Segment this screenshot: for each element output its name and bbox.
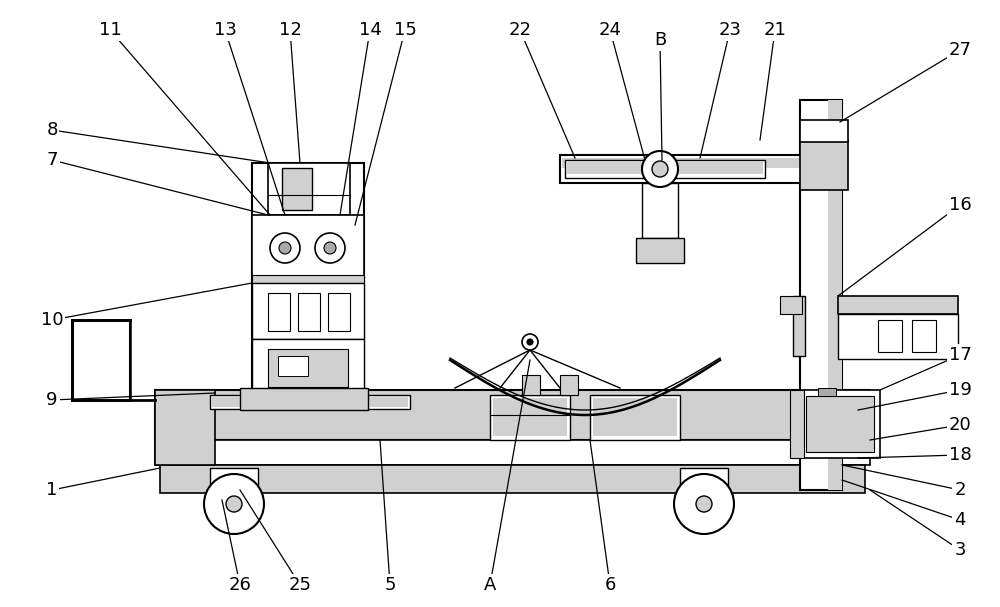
Bar (560, 375, 578, 395)
Bar (282, 168, 312, 210)
Text: A: A (484, 576, 496, 594)
Text: 8: 8 (46, 121, 58, 139)
Circle shape (226, 496, 242, 512)
Bar (252, 339, 364, 395)
Bar (155, 390, 870, 440)
Text: 21: 21 (764, 21, 786, 39)
Bar (642, 183, 678, 238)
Text: 23: 23 (718, 21, 742, 39)
Bar (780, 296, 802, 314)
Text: 24: 24 (598, 21, 622, 39)
Text: 3: 3 (954, 541, 966, 559)
Bar (160, 465, 865, 493)
Bar (298, 293, 320, 331)
Bar (268, 293, 290, 331)
Text: B: B (654, 31, 666, 49)
Bar (800, 140, 848, 190)
Bar (562, 158, 813, 168)
Bar (790, 390, 804, 458)
Bar (828, 100, 842, 490)
Circle shape (324, 242, 336, 254)
Text: 20: 20 (949, 416, 971, 434)
Bar (838, 296, 958, 314)
Bar (806, 396, 874, 452)
Text: 1: 1 (46, 481, 58, 499)
Bar (912, 320, 936, 352)
Circle shape (315, 233, 345, 263)
Bar (252, 283, 364, 339)
Bar (800, 120, 848, 142)
Bar (212, 397, 408, 407)
Text: 6: 6 (604, 576, 616, 594)
Bar (818, 388, 836, 396)
Bar (838, 314, 958, 359)
Bar (490, 395, 570, 440)
Text: 4: 4 (954, 511, 966, 529)
Bar (240, 388, 368, 410)
Bar (252, 275, 364, 283)
Circle shape (279, 242, 291, 254)
Circle shape (522, 334, 538, 350)
Text: 5: 5 (384, 576, 396, 594)
Bar (210, 468, 258, 500)
Bar (155, 390, 215, 465)
Circle shape (527, 339, 533, 345)
Text: 17: 17 (949, 346, 971, 364)
Circle shape (204, 474, 264, 534)
Bar (567, 162, 763, 174)
Bar (72, 320, 130, 400)
Text: 22: 22 (509, 21, 532, 39)
Bar (636, 238, 684, 263)
Text: 7: 7 (46, 151, 58, 169)
Bar (252, 163, 364, 395)
Bar (590, 395, 680, 440)
Text: 16: 16 (949, 196, 971, 214)
Circle shape (270, 233, 300, 263)
Text: 13: 13 (214, 21, 236, 39)
Bar (565, 160, 765, 178)
Bar (268, 349, 348, 387)
Text: 12: 12 (279, 21, 301, 39)
Text: 9: 9 (46, 391, 58, 409)
Bar (522, 375, 540, 395)
Bar (328, 293, 350, 331)
Text: 11: 11 (99, 21, 121, 39)
Circle shape (652, 161, 668, 177)
Bar (210, 395, 410, 409)
Bar (878, 320, 902, 352)
Circle shape (674, 474, 734, 534)
Circle shape (642, 151, 678, 187)
Bar (493, 398, 567, 436)
Text: 26: 26 (229, 576, 251, 594)
Text: 2: 2 (954, 481, 966, 499)
Circle shape (696, 496, 712, 512)
Bar (560, 155, 815, 183)
Text: 18: 18 (949, 446, 971, 464)
Bar (252, 215, 364, 277)
Bar (800, 100, 842, 490)
Text: 14: 14 (359, 21, 381, 39)
Text: 27: 27 (948, 41, 972, 59)
Text: 19: 19 (949, 381, 971, 399)
Bar (278, 356, 308, 376)
Text: 15: 15 (394, 21, 416, 39)
Text: 25: 25 (288, 576, 312, 594)
Text: 10: 10 (41, 311, 63, 329)
Bar (680, 468, 728, 500)
Bar (268, 163, 350, 215)
Bar (800, 390, 880, 458)
Bar (155, 440, 870, 465)
Bar (593, 398, 677, 436)
Bar (793, 296, 805, 356)
